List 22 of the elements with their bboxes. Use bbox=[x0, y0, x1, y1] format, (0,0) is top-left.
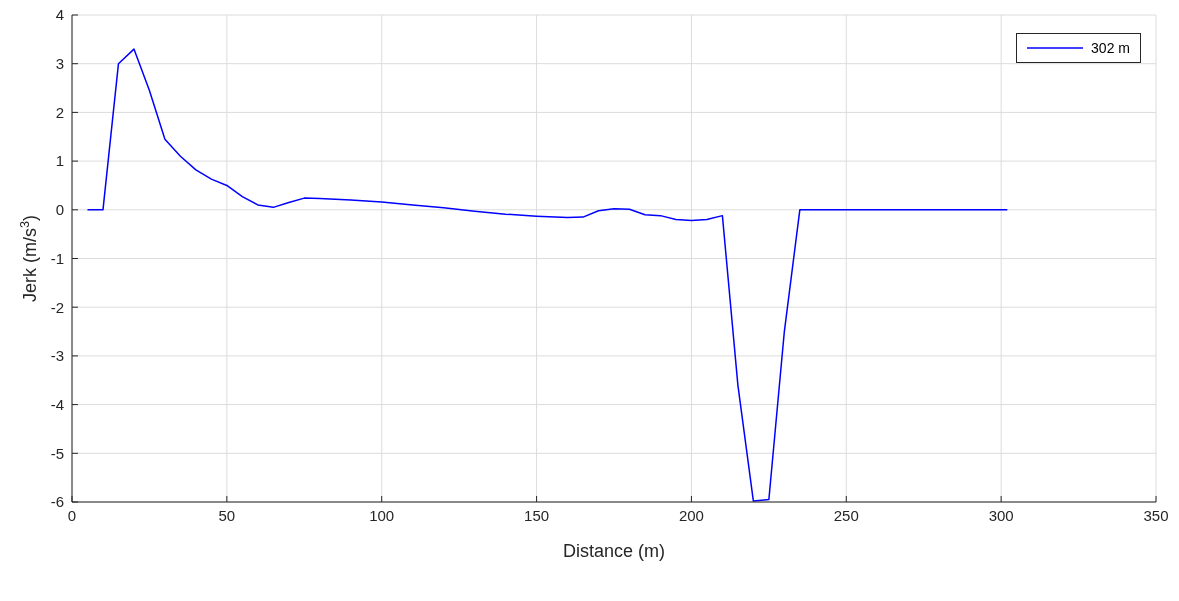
x-tick-label: 100 bbox=[369, 506, 395, 524]
x-tick-label: 150 bbox=[524, 506, 550, 524]
y-tick-label: 4 bbox=[55, 6, 64, 24]
y-tick-label: -1 bbox=[50, 249, 64, 267]
line-series bbox=[86, 48, 1009, 502]
y-tick-label: 3 bbox=[55, 55, 64, 73]
x-axis-title: Distance (m) bbox=[562, 541, 666, 561]
y-tick-label: -6 bbox=[50, 493, 64, 511]
legend-label: 302 m bbox=[1091, 40, 1130, 56]
y-tick-label: -4 bbox=[50, 395, 64, 413]
y-tick-label: -5 bbox=[50, 444, 64, 462]
y-tick-label: 2 bbox=[55, 103, 64, 121]
x-tick-label: 200 bbox=[678, 506, 704, 524]
y-tick-label: -3 bbox=[50, 347, 64, 365]
y-tick-label: 0 bbox=[55, 201, 64, 219]
x-tick-label: 50 bbox=[218, 506, 236, 524]
x-tick-label: 300 bbox=[988, 506, 1014, 524]
y-tick-label: -2 bbox=[50, 298, 64, 316]
y-tick-label: 1 bbox=[55, 152, 64, 170]
x-tick-label: 0 bbox=[67, 506, 77, 524]
x-tick-label: 350 bbox=[1143, 506, 1169, 524]
x-tick-label: 250 bbox=[833, 506, 859, 524]
